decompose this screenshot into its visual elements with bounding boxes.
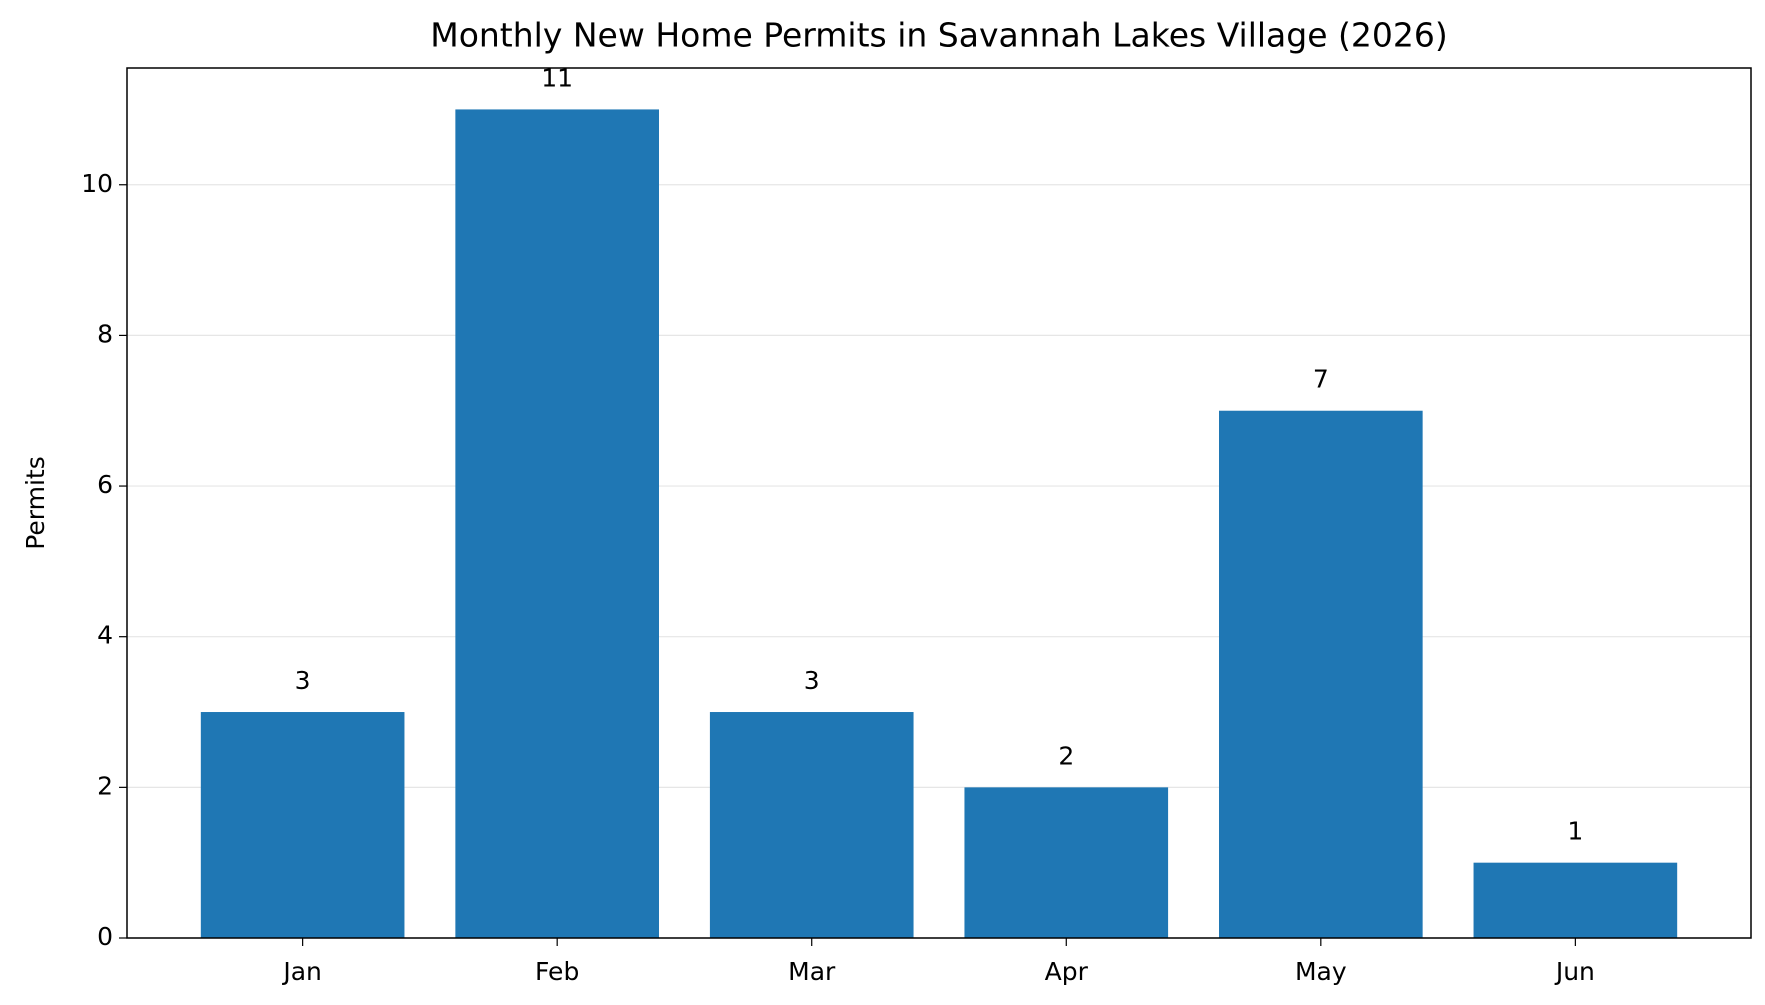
- chart-title: Monthly New Home Permits in Savannah Lak…: [430, 16, 1448, 55]
- bar: [200, 712, 405, 938]
- y-tick-label: 6: [97, 470, 113, 499]
- y-tick-label: 8: [97, 319, 113, 348]
- bar: [1219, 410, 1423, 938]
- value-label: 2: [1058, 741, 1074, 770]
- bar: [455, 109, 659, 938]
- plot-frame: [126, 67, 1752, 939]
- x-tick-label: Jan: [281, 957, 322, 986]
- value-label: 1: [1567, 817, 1583, 846]
- bar: [709, 712, 914, 938]
- y-tick-label: 2: [97, 771, 113, 800]
- x-tick-label: Feb: [535, 957, 579, 986]
- y-axis-label: Permits: [21, 456, 50, 550]
- bar: [964, 787, 1169, 938]
- value-label: 3: [804, 666, 820, 695]
- x-tick-label: May: [1295, 957, 1347, 986]
- value-label: 7: [1313, 365, 1329, 394]
- bar: [1473, 862, 1678, 938]
- y-tick-label: 4: [97, 621, 113, 650]
- value-label: 3: [295, 666, 311, 695]
- x-tick-label: Jun: [1554, 957, 1595, 986]
- y-tick-label: 0: [97, 922, 113, 951]
- x-tick-label: Apr: [1045, 957, 1089, 986]
- x-tick-label: Mar: [788, 957, 836, 986]
- y-tick-label: 10: [81, 169, 113, 198]
